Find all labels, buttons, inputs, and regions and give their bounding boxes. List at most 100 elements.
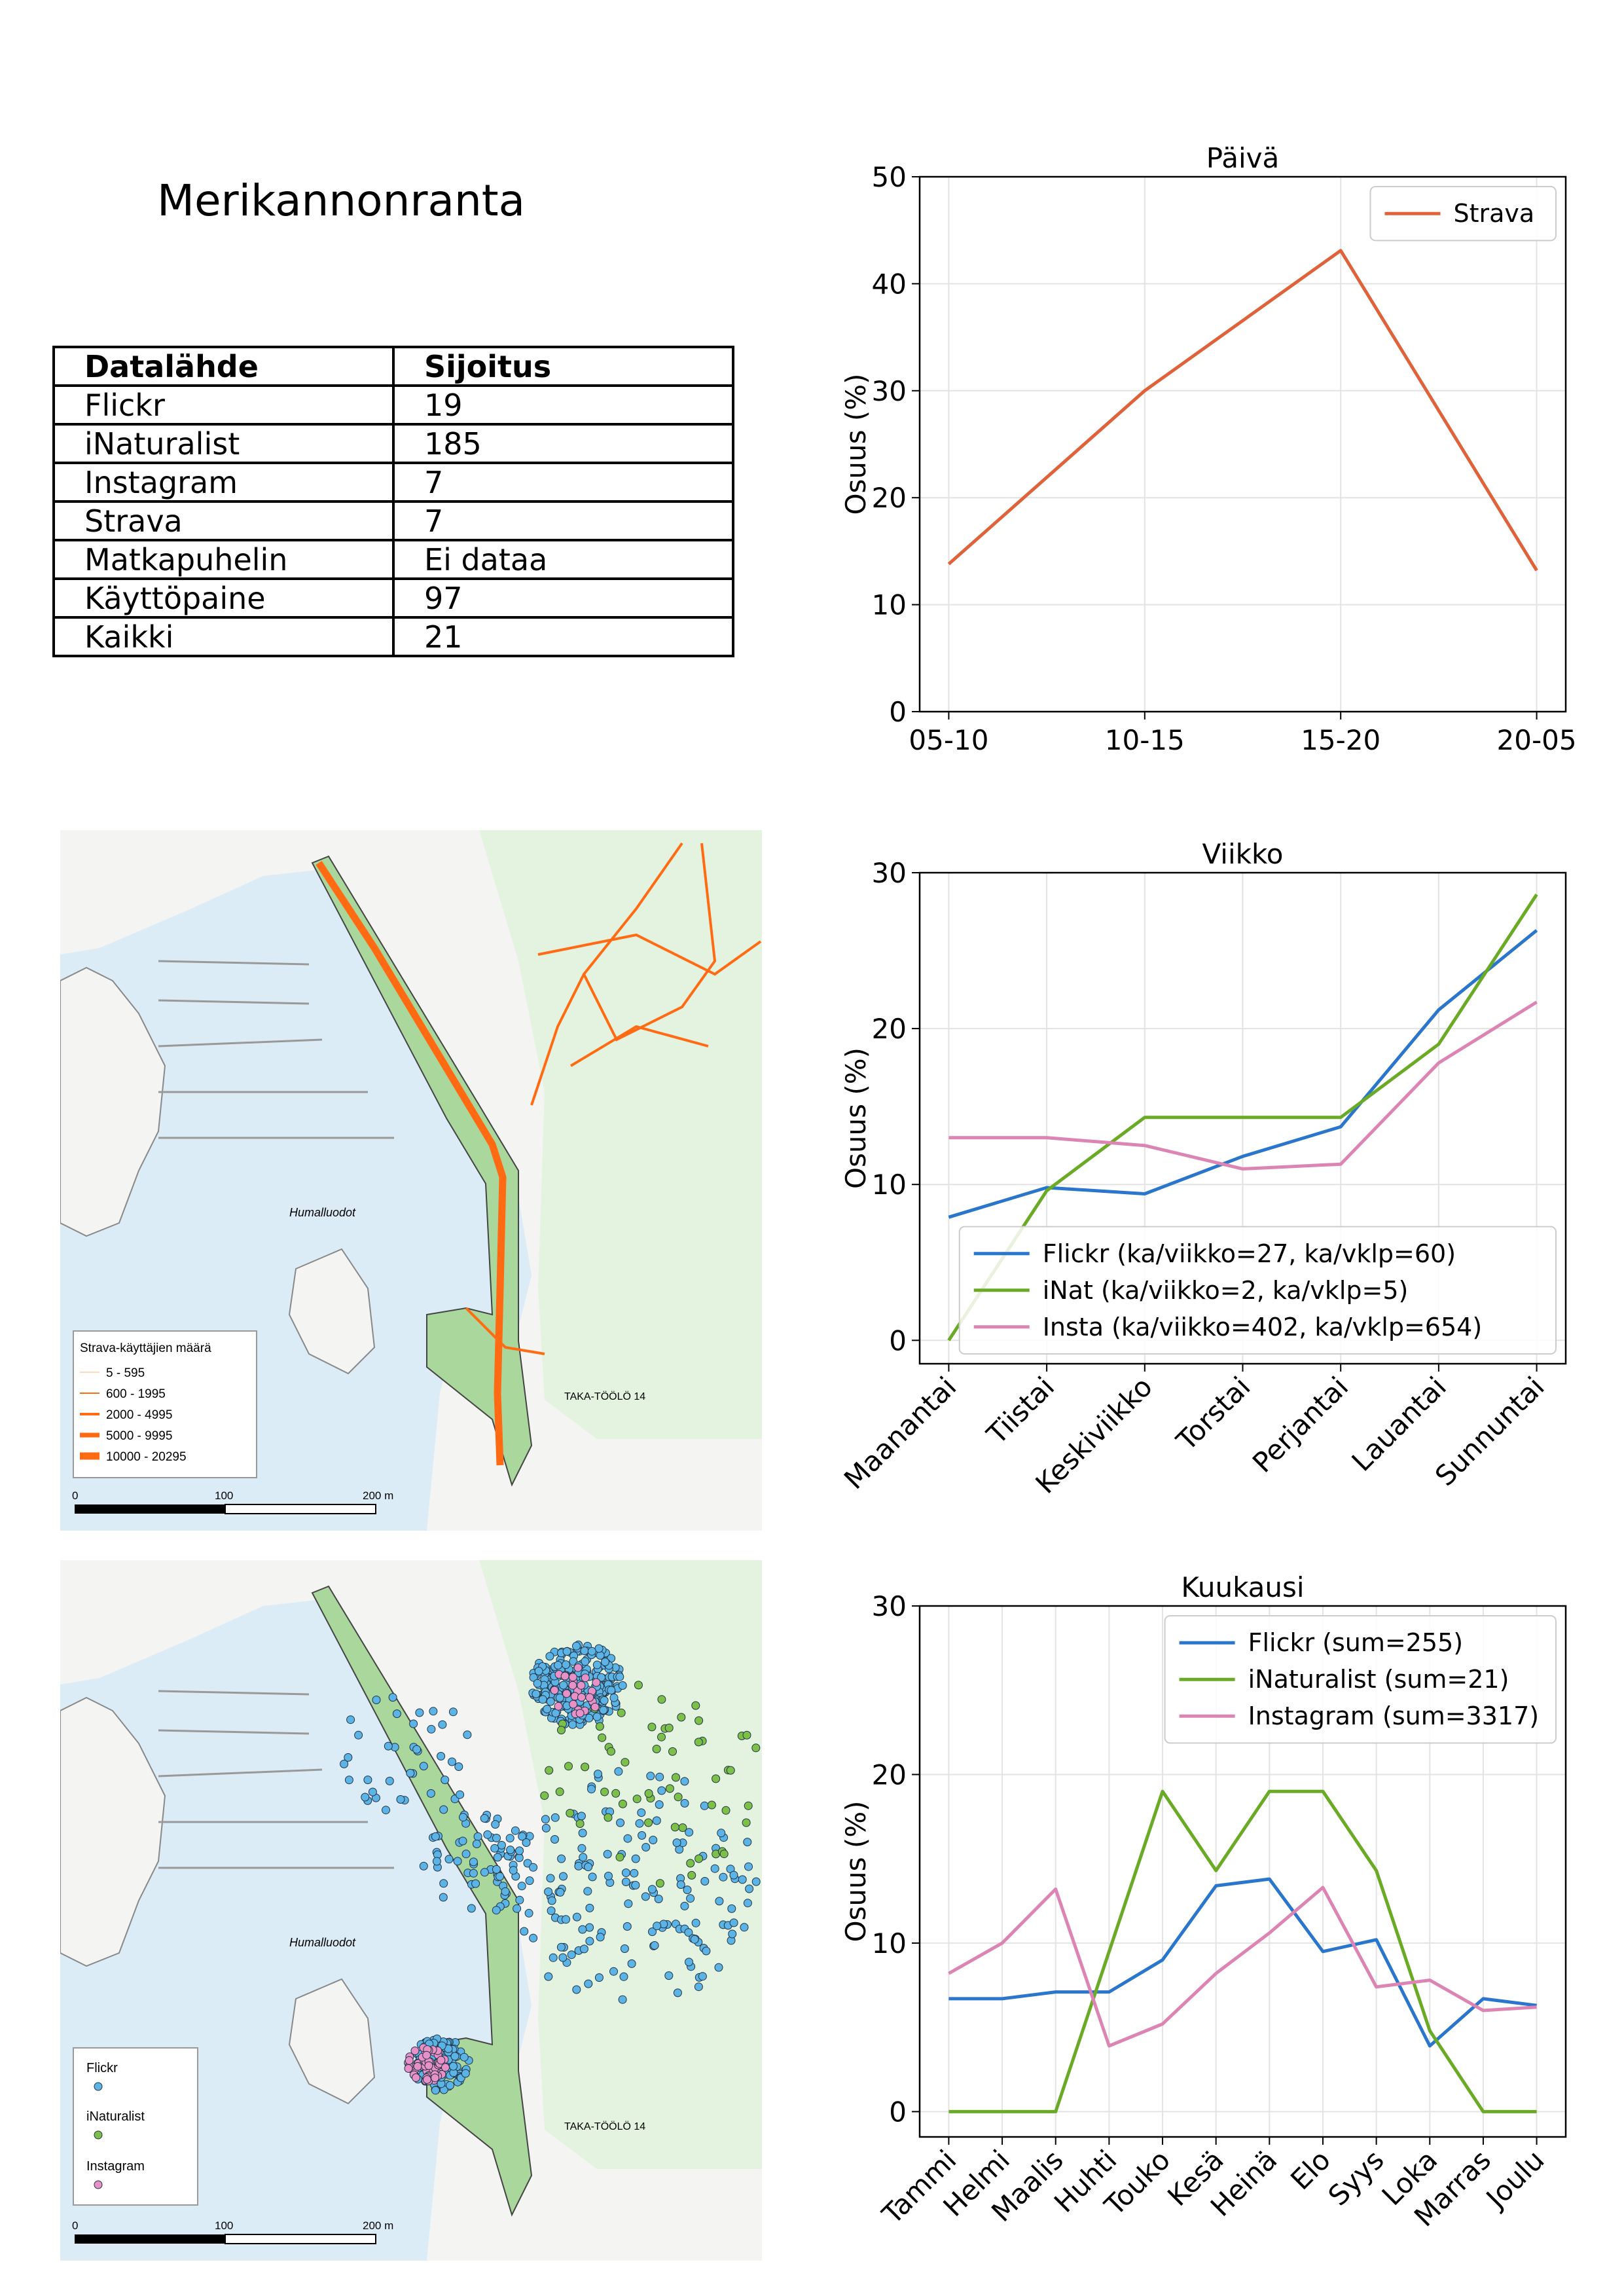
flickr-point <box>618 1995 627 2004</box>
flickr-point <box>631 1881 640 1889</box>
flickr-point <box>683 1886 692 1895</box>
pier-line <box>158 960 310 966</box>
flickr-point <box>448 1707 458 1717</box>
instagram-point <box>585 1693 594 1702</box>
inaturalist-point <box>742 1730 751 1740</box>
inaturalist-point <box>581 1762 590 1772</box>
flickr-point <box>529 1933 538 1942</box>
flickr-point <box>556 1887 565 1897</box>
table-cell: 21 <box>392 616 734 657</box>
flickr-point <box>415 1708 424 1717</box>
flickr-point <box>624 1899 633 1908</box>
flickr-point <box>534 1667 543 1675</box>
flickr-point <box>607 1686 616 1695</box>
flickr-point <box>429 1707 438 1716</box>
flickr-point <box>609 1693 619 1702</box>
flickr-point <box>584 1979 593 1988</box>
series-line <box>947 249 1538 572</box>
y-axis-label: Osuus (%) <box>840 1800 872 1942</box>
flickr-point <box>496 1872 505 1881</box>
legend-label: 5 - 595 <box>106 1366 145 1380</box>
flickr-point <box>509 1866 518 1875</box>
pier-line <box>158 1690 310 1696</box>
instagram-point <box>577 1681 586 1690</box>
y-tick-label: 10 <box>872 1169 907 1201</box>
table-cell: Matkapuhelin <box>52 539 395 580</box>
flickr-point <box>652 1816 661 1825</box>
inaturalist-point <box>670 1823 679 1832</box>
instagram-point <box>575 1709 585 1718</box>
flickr-point <box>406 1768 415 1777</box>
flickr-point <box>578 1925 587 1934</box>
park-area <box>479 830 762 1439</box>
flickr-point <box>546 1874 555 1883</box>
instagram-point <box>581 1673 590 1683</box>
table-cell: 7 <box>392 462 734 503</box>
x-tick-label: Joulu <box>1479 2143 1551 2215</box>
chart-title: Kuukausi <box>1181 1571 1304 1603</box>
flickr-point <box>646 1772 655 1781</box>
y-tick-label: 20 <box>872 1758 907 1791</box>
scale-bar-segment <box>75 1504 225 1514</box>
inaturalist-point <box>555 1787 564 1796</box>
inaturalist-point <box>607 1747 615 1756</box>
inat-point-icon <box>94 2130 103 2140</box>
inaturalist-point <box>694 1738 703 1747</box>
y-tick-label: 30 <box>872 857 907 889</box>
island-area <box>60 1696 166 1967</box>
inaturalist-point <box>632 1795 641 1804</box>
flickr-point <box>545 1652 554 1661</box>
table-cell: Ei dataa <box>392 539 734 580</box>
flickr-point <box>555 1693 564 1702</box>
flickr-point <box>710 1864 719 1873</box>
inaturalist-point <box>655 1879 664 1888</box>
instagram-point <box>554 1702 563 1711</box>
inaturalist-point <box>540 1791 549 1800</box>
flickr-point <box>729 1870 738 1880</box>
inaturalist-point <box>686 1859 695 1868</box>
inaturalist-point <box>644 1789 653 1798</box>
flickr-point <box>459 1813 467 1822</box>
inaturalist-point <box>665 1784 674 1793</box>
y-tick-label: 0 <box>889 1324 907 1357</box>
flickr-point <box>396 1795 405 1804</box>
flickr-point <box>600 1696 609 1705</box>
legend-box <box>1164 1615 1557 1744</box>
flickr-point <box>547 1906 556 1915</box>
inaturalist-point <box>744 1801 753 1810</box>
flickr-point <box>456 1790 465 1799</box>
table-cell: Kaikki <box>52 616 395 657</box>
flickr-point <box>446 2081 455 2090</box>
flickr-point <box>514 1853 524 1863</box>
page-title: Merikannonranta <box>157 175 526 226</box>
y-tick-label: 30 <box>872 1590 907 1622</box>
inaturalist-point <box>672 1773 680 1782</box>
flickr-point <box>637 1808 646 1817</box>
table-cell: 97 <box>392 577 734 619</box>
flickr-point <box>630 1868 639 1878</box>
legend-label: Flickr (sum=255) <box>1248 1628 1464 1657</box>
scale-bar: 0 100 200 m <box>72 1489 393 1514</box>
flickr-point <box>714 1963 723 1972</box>
flickr-point <box>458 1836 467 1846</box>
x-tick-label: 15-20 <box>1301 724 1380 756</box>
instagram-point <box>568 1681 577 1690</box>
flickr-point <box>361 1793 370 1802</box>
flickr-point <box>580 1647 589 1655</box>
flickr-point <box>562 1660 570 1669</box>
legend-label: Flickr <box>86 2061 118 2075</box>
legend-label: iNaturalist <box>86 2109 145 2124</box>
x-tick-label: 20-05 <box>1497 724 1577 756</box>
flickr-point <box>653 1922 662 1931</box>
flickr-point <box>450 2052 460 2061</box>
flickr-point <box>517 1882 526 1891</box>
inaturalist-point <box>564 1762 573 1771</box>
flickr-point <box>388 1693 397 1702</box>
flickr-point <box>492 1906 501 1915</box>
inaturalist-point <box>617 1708 626 1717</box>
flickr-point <box>444 1855 454 1864</box>
flickr-point <box>647 1885 657 1894</box>
table-row: iNaturalist 185 <box>52 423 734 464</box>
plot-frame <box>918 175 1567 713</box>
